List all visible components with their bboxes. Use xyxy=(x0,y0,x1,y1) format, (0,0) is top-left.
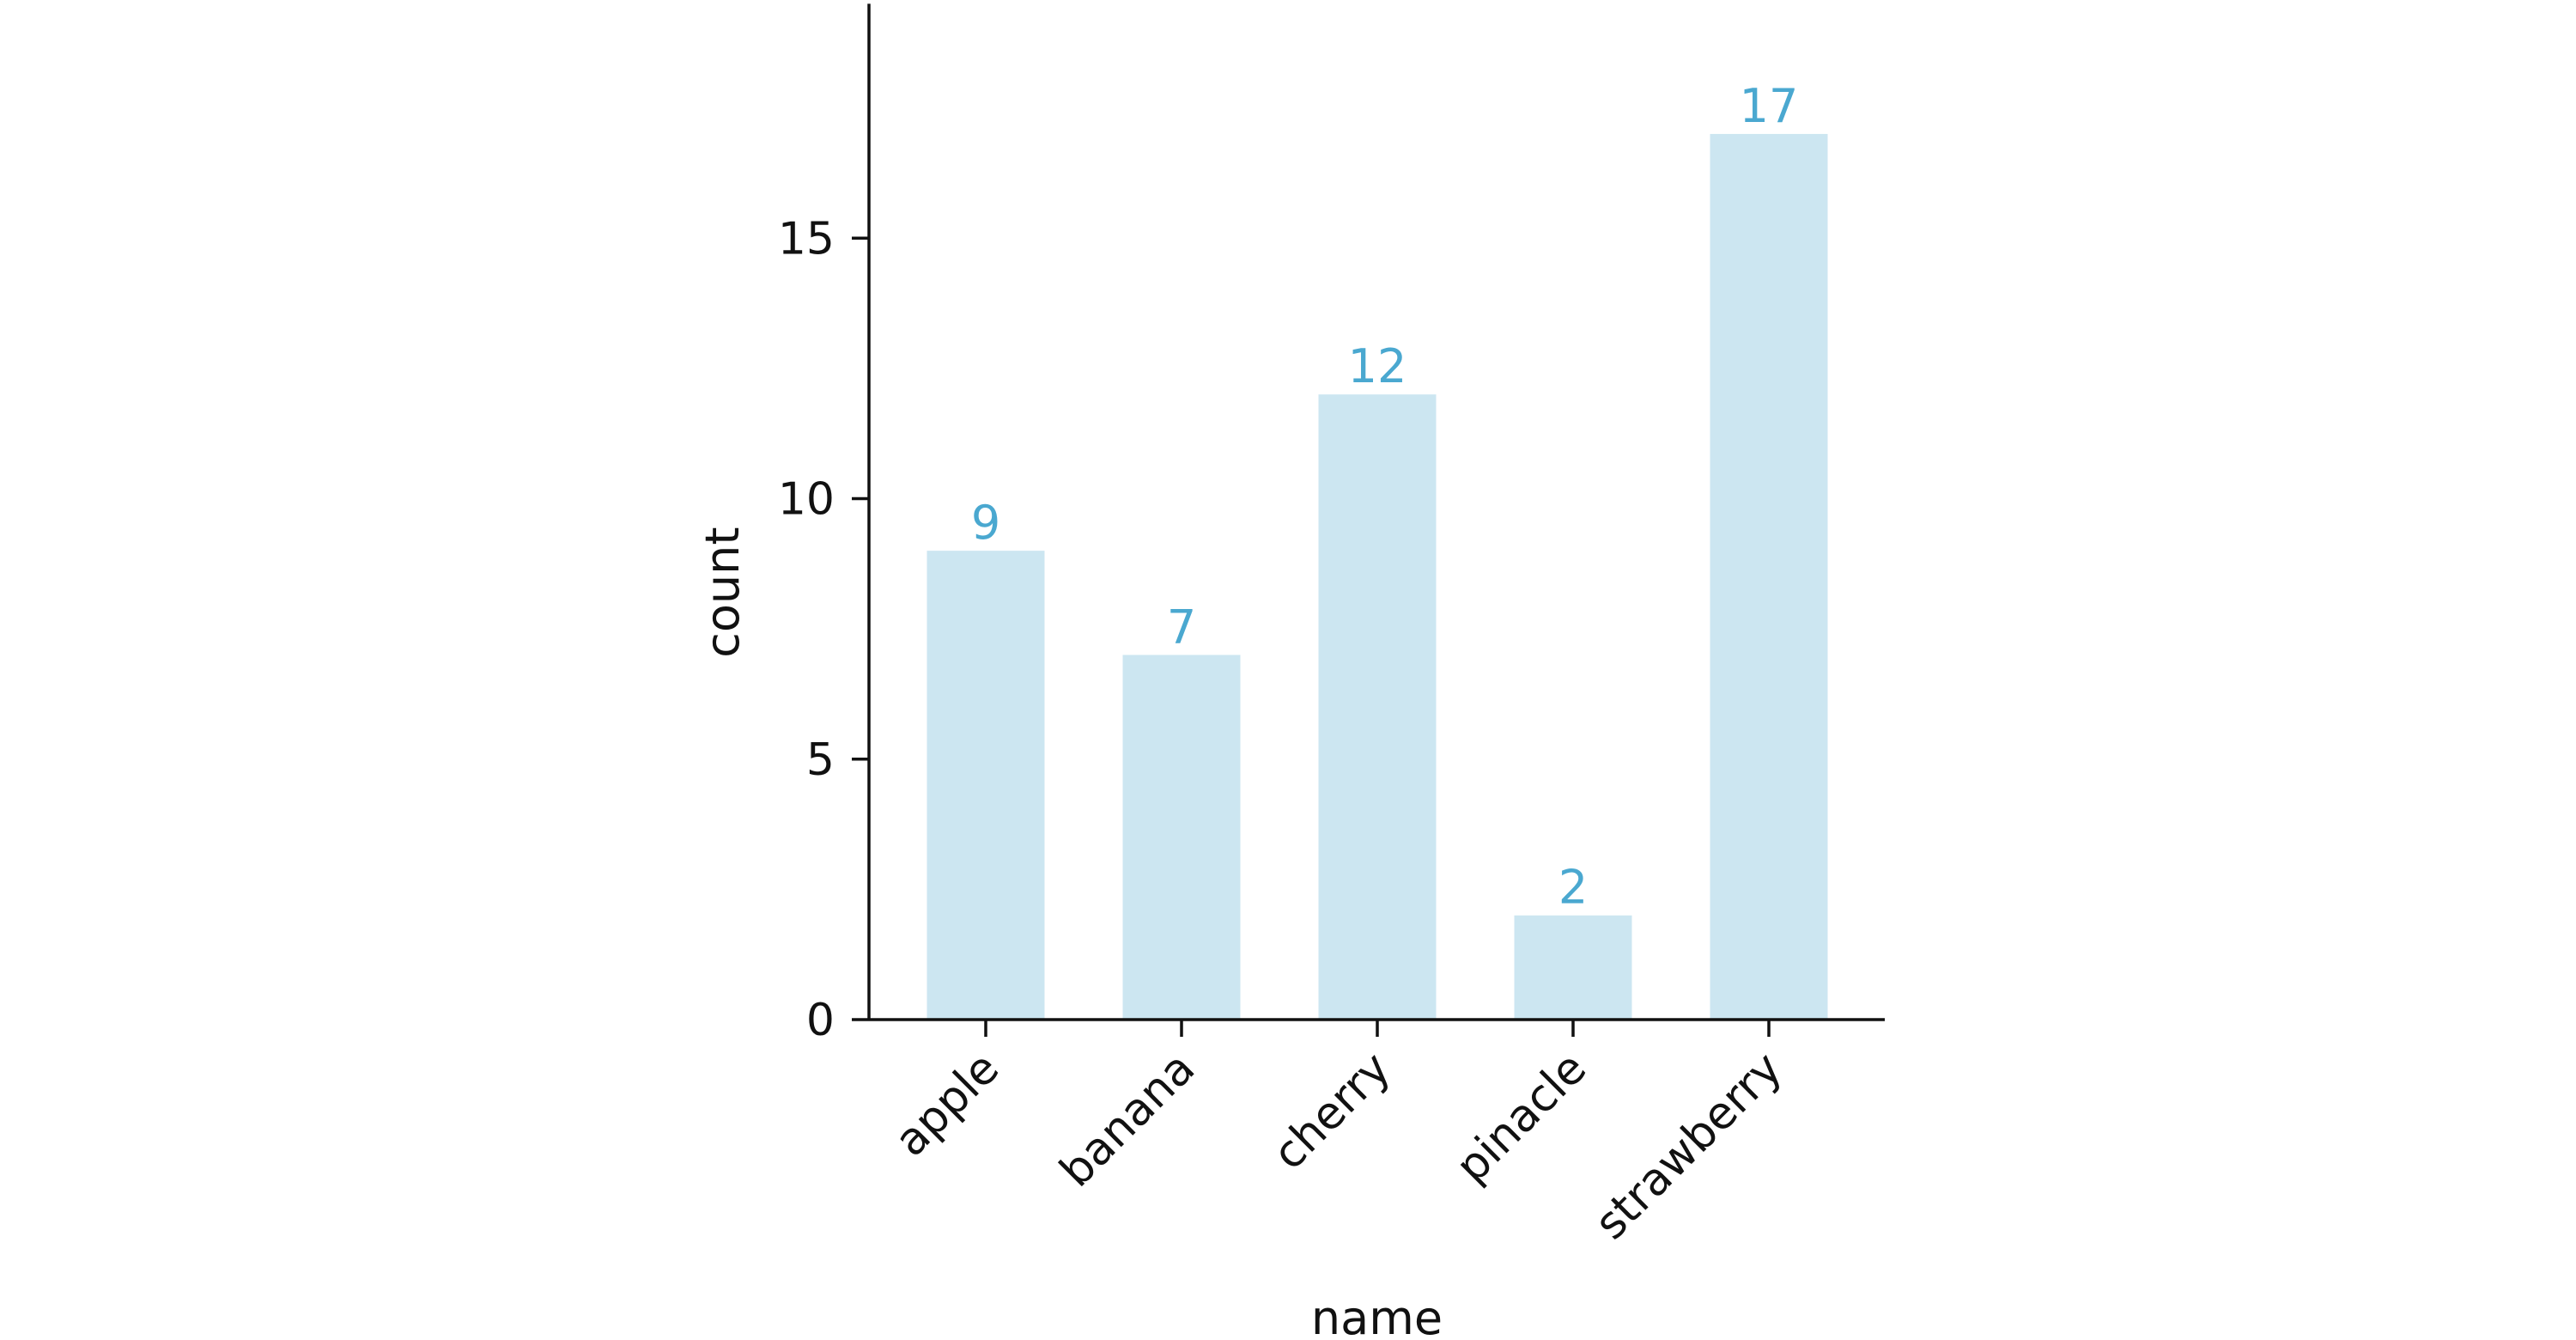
y-axis-title: count xyxy=(696,527,750,657)
data-label-pinacle: 2 xyxy=(1558,861,1588,915)
y-tick-label: 0 xyxy=(806,995,835,1046)
x-tick-label-pinacle: pinacle xyxy=(1446,1043,1596,1193)
y-tick-label: 5 xyxy=(806,734,835,786)
y-ticks: 0 5 10 15 xyxy=(778,213,869,1046)
bars xyxy=(927,133,1828,1020)
x-tick-label-apple: apple xyxy=(885,1043,1009,1166)
x-tick-label-strawberry: strawberry xyxy=(1585,1043,1792,1250)
bar-cherry xyxy=(1318,394,1437,1020)
data-label-apple: 9 xyxy=(971,496,1000,550)
bar-banana xyxy=(1122,655,1241,1020)
y-tick-label: 15 xyxy=(778,213,835,265)
x-axis-title: name xyxy=(1311,1291,1443,1340)
bar-apple xyxy=(927,551,1045,1020)
bar-strawberry xyxy=(1710,133,1828,1020)
data-label-strawberry: 17 xyxy=(1740,79,1799,133)
y-tick-label: 10 xyxy=(778,474,835,526)
x-tick-label-cherry: cherry xyxy=(1263,1043,1400,1180)
data-labels: 9 7 12 2 17 xyxy=(971,79,1799,915)
x-tick-label-banana: banana xyxy=(1050,1043,1205,1197)
bar-pinacle xyxy=(1514,915,1632,1020)
data-label-cherry: 12 xyxy=(1348,339,1407,393)
data-label-banana: 7 xyxy=(1167,600,1196,654)
